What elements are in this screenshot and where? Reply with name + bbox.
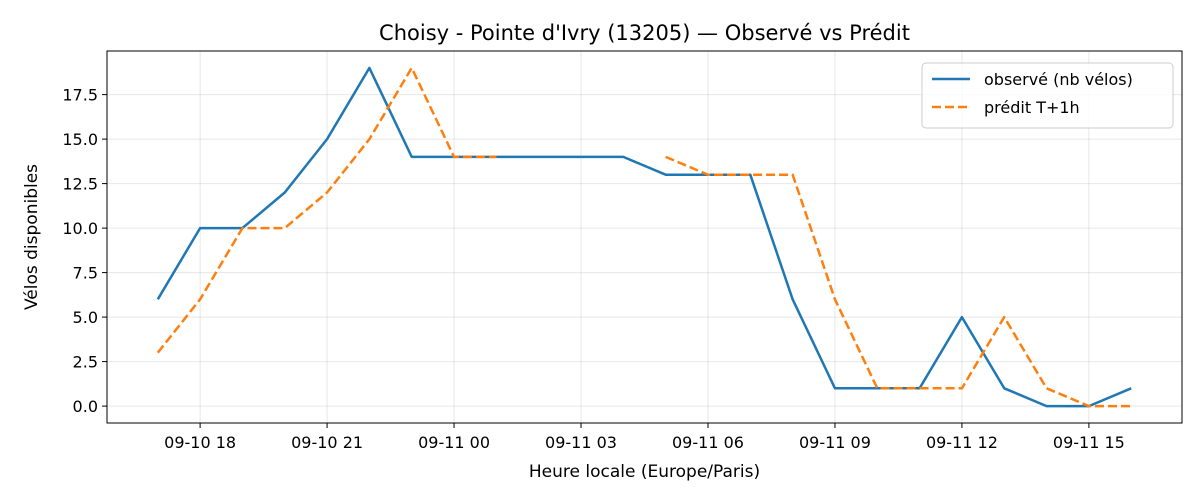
- y-tick-label: 2.5: [73, 353, 98, 372]
- y-axis-label: Vélos disponibles: [22, 164, 42, 310]
- legend-label: observé (nb vélos): [984, 70, 1133, 89]
- x-tick-label: 09-11 09: [799, 433, 871, 452]
- series-line-0: [156, 66, 1132, 408]
- series-line-1: [156, 66, 1132, 408]
- y-tick-label: 15.0: [62, 130, 98, 149]
- x-axis-label: Heure locale (Europe/Paris): [529, 462, 760, 482]
- y-tick-label: 5.0: [73, 308, 98, 327]
- series-group: [156, 66, 1132, 408]
- y-tick-label: 12.5: [62, 175, 98, 194]
- y-tick-label: 10.0: [62, 219, 98, 238]
- legend-label: prédit T+1h: [984, 98, 1080, 117]
- x-tick-label: 09-11 15: [1053, 433, 1125, 452]
- plot-area-frame: [106, 50, 1183, 424]
- x-tick-label: 09-11 06: [672, 433, 744, 452]
- x-tick-label: 09-11 12: [926, 433, 998, 452]
- axis-ticks: 09-10 18 09-10 21 09-11 00 09-11 03 09-11 06…: [62, 86, 1124, 452]
- x-tick-label: 09-10 18: [164, 433, 236, 452]
- legend: observé (nb vélos) prédit T+1h: [921, 62, 1174, 129]
- chart-title: Choisy - Pointe d'Ivry (13205) — Observé…: [379, 21, 910, 45]
- y-tick-label: 0.0: [73, 397, 98, 416]
- x-tick-label: 09-11 00: [418, 433, 490, 452]
- x-tick-label: 09-10 21: [291, 433, 363, 452]
- legend-box: [921, 62, 1174, 129]
- y-tick-label: 7.5: [73, 264, 98, 283]
- y-tick-label: 17.5: [62, 86, 98, 105]
- x-tick-label: 09-11 03: [545, 433, 617, 452]
